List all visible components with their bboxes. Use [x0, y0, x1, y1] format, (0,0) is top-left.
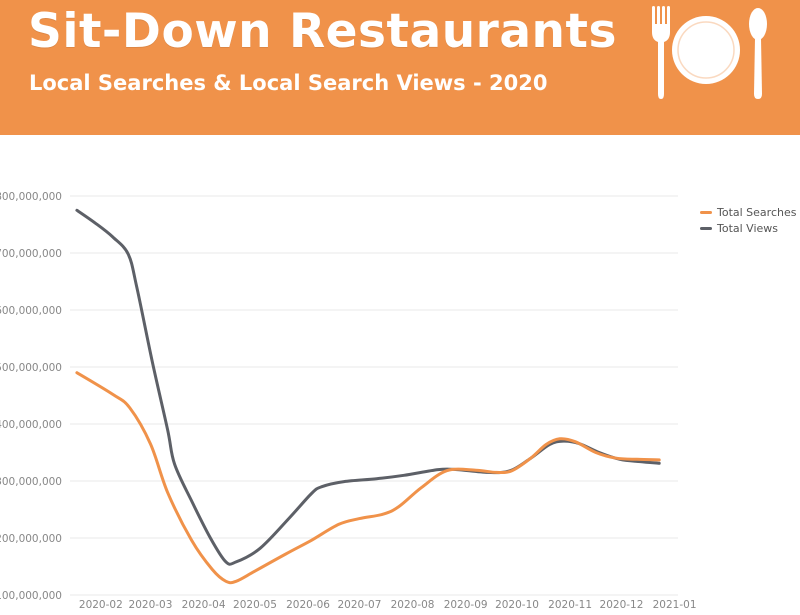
legend-swatch-views	[700, 226, 712, 230]
x-tick-label: 2020-11	[548, 599, 592, 611]
legend: Total Searches Total Views	[700, 204, 796, 236]
y-tick-label: 100,000,000	[0, 590, 62, 602]
spoon-icon	[749, 8, 767, 99]
plate-icon	[672, 16, 740, 84]
grid	[70, 195, 678, 596]
x-tick-label: 2020-03	[129, 599, 173, 611]
x-tick-label: 2020-04	[182, 599, 226, 611]
legend-label-searches: Total Searches	[717, 205, 797, 219]
x-tick-label: 2020-08	[391, 599, 435, 611]
x-tick-label: 2020-07	[338, 599, 382, 611]
y-tick-label: 300,000,000	[0, 476, 62, 488]
header-banner: Sit-Down Restaurants Local Searches & Lo…	[0, 0, 800, 135]
y-tick-label: 600,000,000	[0, 305, 62, 317]
x-tick-label: 2020-12	[600, 599, 644, 611]
series	[75, 208, 661, 585]
x-tick-label: 2021-01	[653, 599, 697, 611]
page-title: Sit-Down Restaurants	[28, 4, 617, 59]
legend-swatch-searches	[700, 210, 712, 214]
y-tick-label: 700,000,000	[0, 248, 62, 260]
utensils-illustration	[652, 6, 767, 99]
line-chart: 100,000,000 200,000,000 300,000,000 400,000…	[0, 191, 697, 611]
x-tick-label: 2020-09	[444, 599, 488, 611]
y-tick-label: 200,000,000	[0, 533, 62, 545]
x-axis: 2020-02 2020-03 2020-04 2020-05 2020-06 2020-…	[79, 599, 697, 611]
legend-item-views: Total Views	[700, 220, 796, 236]
legend-item-searches: Total Searches	[700, 204, 796, 220]
legend-label-views: Total Views	[717, 221, 779, 235]
x-tick-label: 2020-02	[79, 599, 123, 611]
fork-icon	[652, 6, 670, 99]
y-axis: 100,000,000 200,000,000 300,000,000 400,000…	[0, 191, 62, 602]
y-tick-label: 500,000,000	[0, 362, 62, 374]
series-line-total-views	[75, 208, 661, 566]
x-tick-label: 2020-05	[233, 599, 277, 611]
x-tick-label: 2020-06	[286, 599, 330, 611]
y-tick-label: 400,000,000	[0, 419, 62, 431]
y-tick-label: 800,000,000	[0, 191, 62, 203]
x-tick-label: 2020-10	[495, 599, 539, 611]
page-subtitle: Local Searches & Local Search Views - 20…	[29, 71, 548, 95]
series-line-total-searches	[75, 371, 661, 585]
